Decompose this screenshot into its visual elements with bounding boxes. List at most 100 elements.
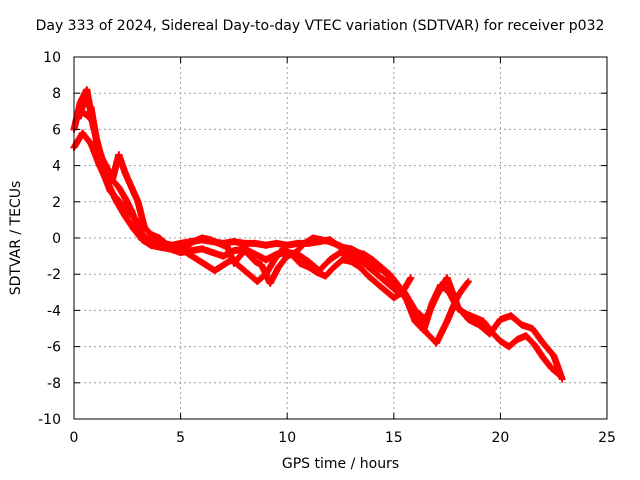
data-point xyxy=(121,194,129,202)
data-layer xyxy=(70,86,566,383)
data-point xyxy=(74,115,82,123)
data-point xyxy=(283,241,291,249)
data-point xyxy=(358,258,366,266)
data-point xyxy=(138,230,146,238)
data-point xyxy=(202,261,210,269)
data-point xyxy=(296,259,304,267)
y-tick-label: -4 xyxy=(47,303,61,319)
data-point xyxy=(198,245,206,253)
data-point xyxy=(198,234,206,242)
data-point xyxy=(454,305,462,313)
data-point xyxy=(334,241,342,249)
data-point xyxy=(377,263,385,271)
data-point xyxy=(155,234,163,242)
data-point xyxy=(528,325,536,332)
data-point xyxy=(275,263,283,271)
data-point xyxy=(518,321,526,329)
y-tick-label: -6 xyxy=(47,340,61,356)
data-point xyxy=(134,198,142,206)
data-point xyxy=(522,332,530,340)
data-point xyxy=(251,239,259,247)
x-axis-label: GPS time / hours xyxy=(281,456,400,472)
data-point xyxy=(113,194,121,202)
data-point xyxy=(224,243,232,251)
y-tick-label: -8 xyxy=(47,376,61,392)
data-point xyxy=(398,288,406,296)
data-point xyxy=(531,341,539,349)
x-tick-label: 25 xyxy=(598,430,616,446)
data-point xyxy=(279,245,287,253)
data-point xyxy=(368,267,376,275)
data-point xyxy=(100,171,108,179)
data-point xyxy=(337,248,344,256)
data-point xyxy=(185,250,193,258)
data-point xyxy=(228,256,236,264)
data-point xyxy=(496,315,504,323)
data-point xyxy=(87,104,95,112)
data-point xyxy=(81,96,89,104)
data-point xyxy=(262,270,270,278)
data-point xyxy=(262,241,270,249)
data-point xyxy=(360,250,368,258)
data-point xyxy=(471,314,479,322)
axis-ticks: -10 -8 -6 -4 -2 0 2 4 6 8 10 0 5 10 15 20 25 xyxy=(38,50,616,446)
data-point xyxy=(241,247,249,255)
data-point xyxy=(273,239,281,247)
data-point xyxy=(351,248,359,256)
x-tick-label: 20 xyxy=(491,430,509,446)
data-point xyxy=(160,239,168,247)
data-point xyxy=(219,261,227,269)
data-point xyxy=(132,216,140,224)
data-point xyxy=(119,201,127,209)
data-point xyxy=(87,140,95,148)
data-point xyxy=(130,225,138,233)
data-point xyxy=(194,256,202,264)
data-point xyxy=(454,292,462,300)
data-point xyxy=(556,372,564,380)
y-tick-label: 4 xyxy=(52,159,61,175)
data-point xyxy=(390,285,398,293)
data-point xyxy=(294,239,302,247)
x-tick-label: 10 xyxy=(278,430,296,446)
data-point xyxy=(128,183,136,191)
data-point xyxy=(258,261,266,269)
data-point xyxy=(379,276,387,284)
data-point xyxy=(251,258,259,266)
data-point xyxy=(364,272,372,280)
data-point xyxy=(445,288,453,296)
x-tick-label: 15 xyxy=(385,430,403,446)
data-point xyxy=(343,245,351,253)
y-axis-label: SDTVAR / TECUs xyxy=(8,180,24,296)
data-point xyxy=(317,236,325,244)
data-point xyxy=(326,238,334,246)
data-point xyxy=(287,250,295,258)
data-point xyxy=(368,256,376,264)
data-point xyxy=(394,281,402,289)
data-point xyxy=(151,241,159,249)
data-point xyxy=(339,256,347,264)
y-tick-label: 0 xyxy=(52,231,61,247)
data-point xyxy=(108,176,116,184)
data-point xyxy=(253,277,261,285)
data-point xyxy=(432,339,440,347)
data-point xyxy=(121,212,129,220)
data-point xyxy=(309,234,317,242)
y-tick-label: 8 xyxy=(52,86,61,102)
data-point xyxy=(407,274,415,282)
data-point xyxy=(206,236,214,244)
data-point xyxy=(356,263,364,271)
data-point xyxy=(189,238,197,246)
data-point xyxy=(443,274,451,282)
data-point xyxy=(145,238,153,246)
x-tick-label: 0 xyxy=(70,430,79,446)
data-point xyxy=(548,364,556,372)
data-point xyxy=(270,256,278,264)
data-point xyxy=(305,263,313,271)
data-point xyxy=(79,129,87,137)
data-point xyxy=(443,317,451,325)
y-tick-label: 2 xyxy=(52,195,61,211)
data-point xyxy=(488,328,496,336)
data-point xyxy=(177,245,185,253)
data-point xyxy=(464,277,472,285)
